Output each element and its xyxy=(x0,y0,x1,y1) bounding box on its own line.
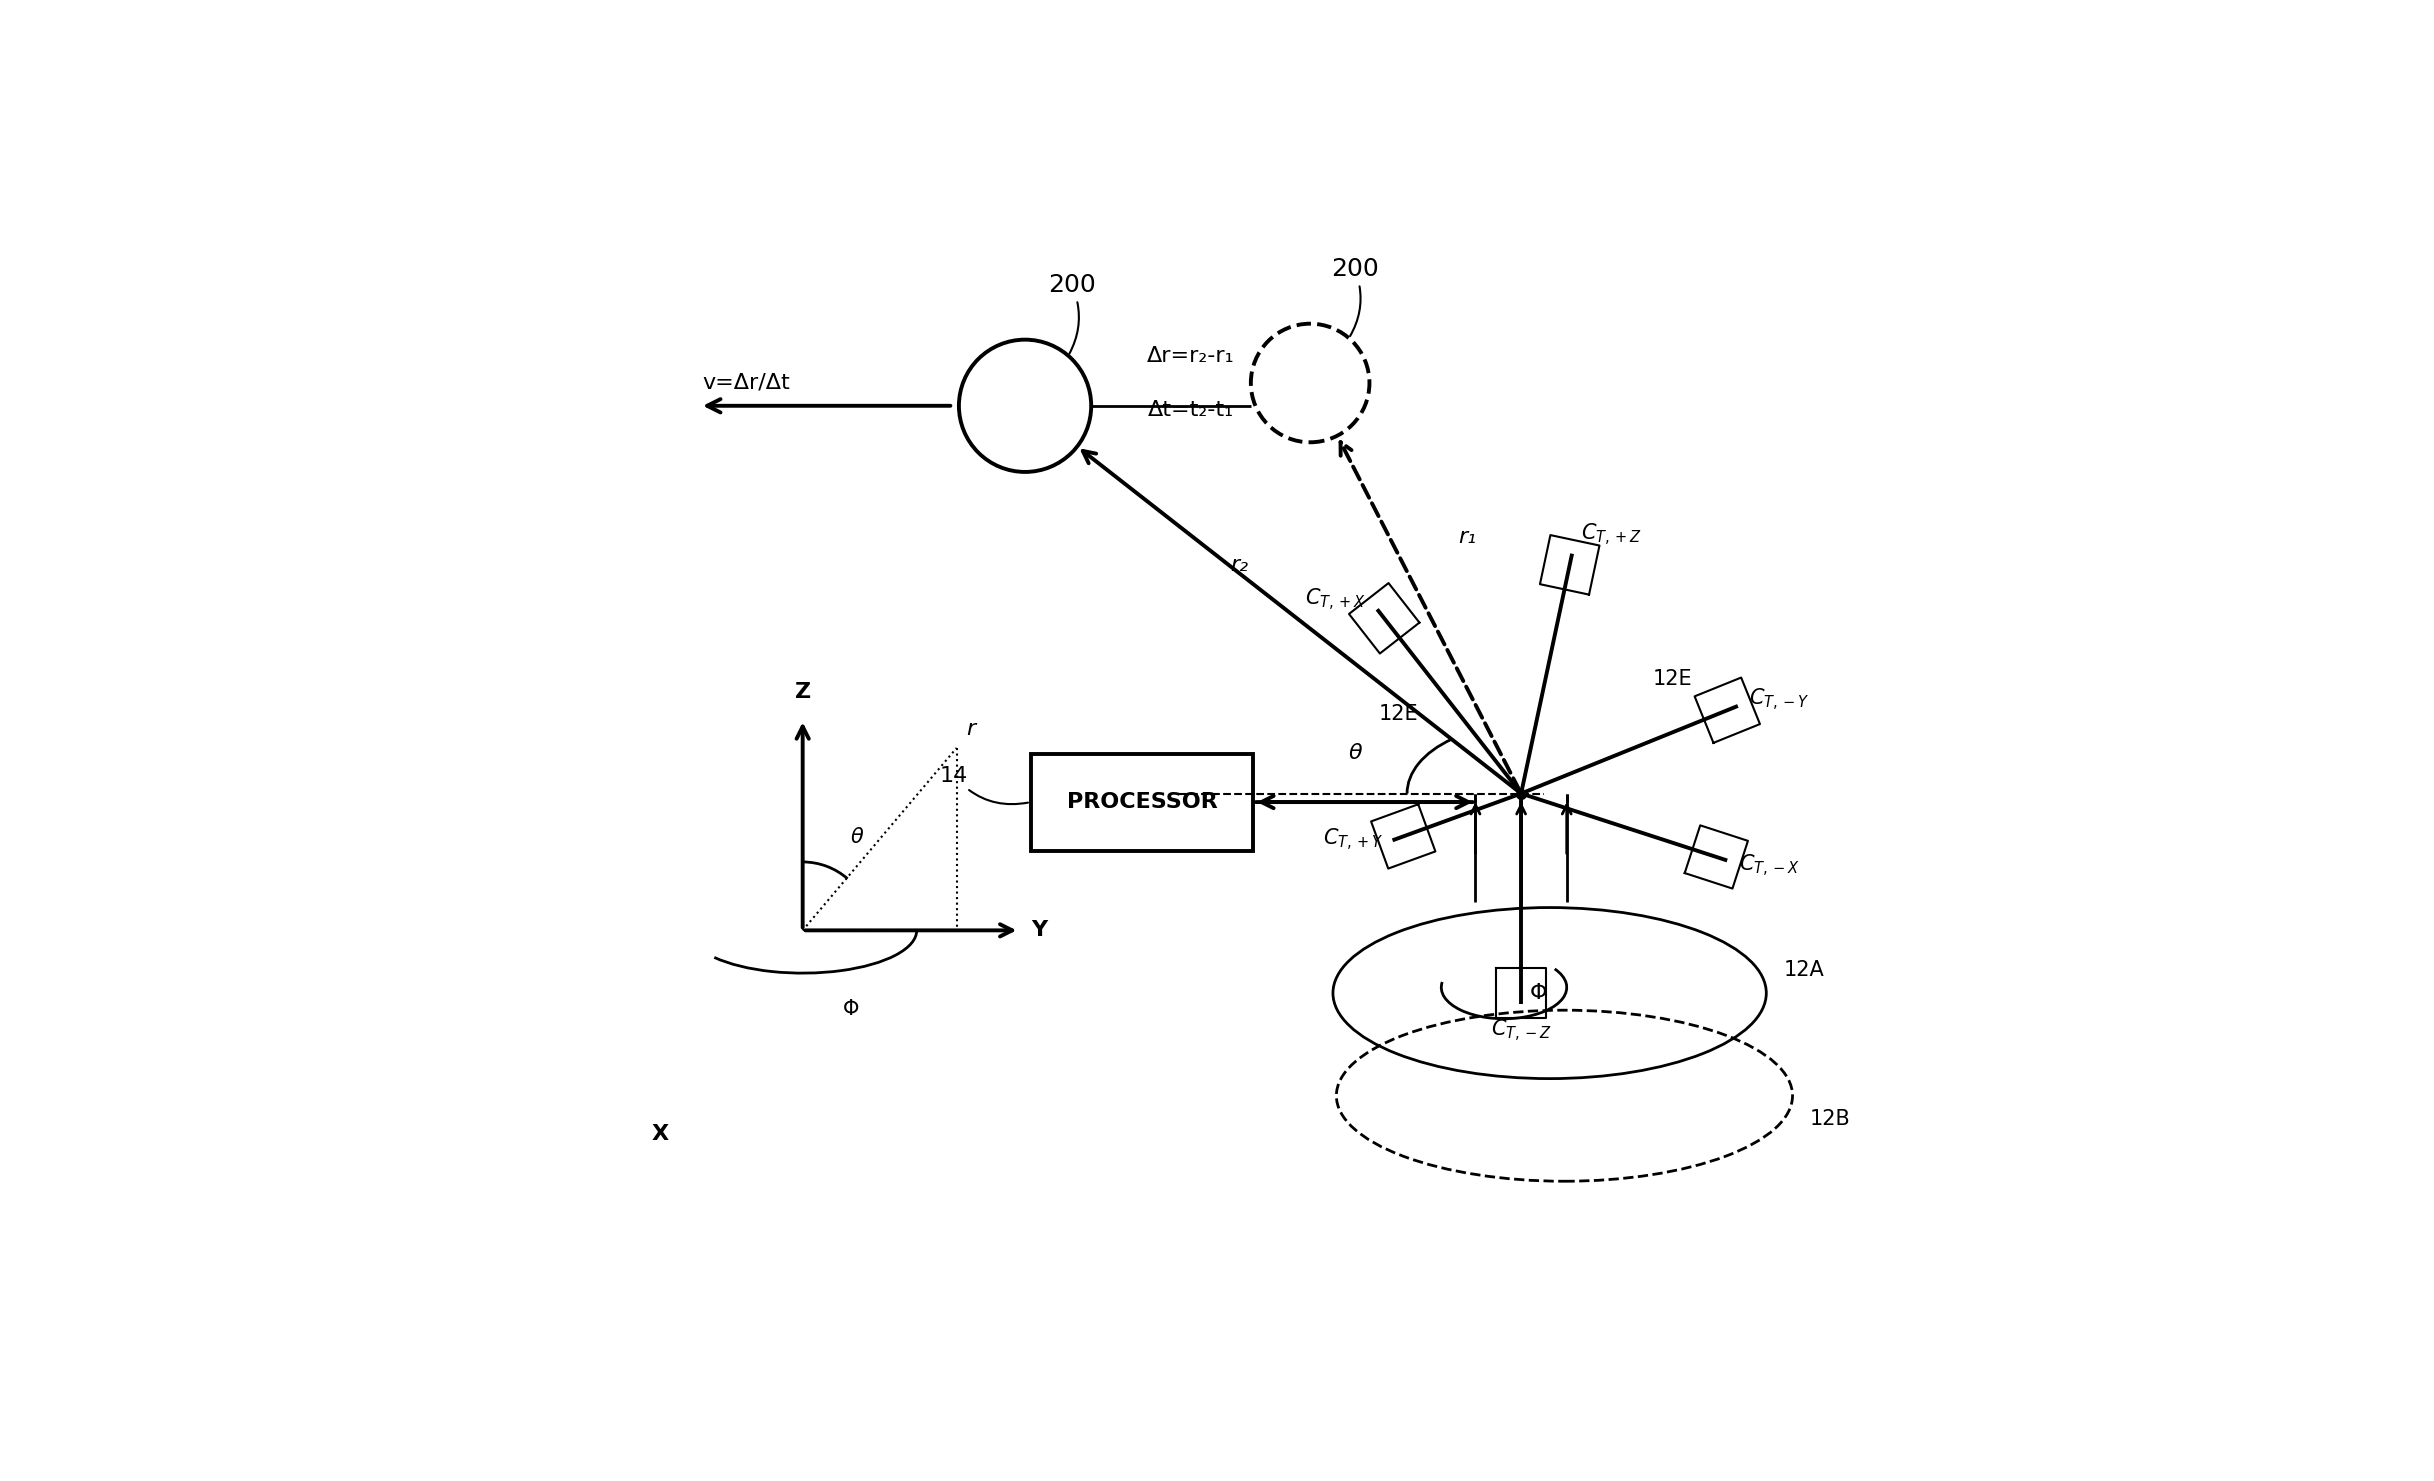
Text: $C_{T,+Z}$: $C_{T,+Z}$ xyxy=(1582,521,1643,548)
Text: r₂: r₂ xyxy=(1229,555,1249,575)
Text: 12E: 12E xyxy=(1653,669,1692,690)
Text: θ: θ xyxy=(1348,743,1363,763)
Text: X: X xyxy=(652,1124,669,1145)
Text: v=Δr/Δt: v=Δr/Δt xyxy=(703,372,791,392)
Text: Z: Z xyxy=(793,683,811,702)
Text: 200: 200 xyxy=(1331,256,1378,336)
Text: Φ: Φ xyxy=(842,998,859,1019)
Text: Y: Y xyxy=(1030,920,1047,940)
Text: 12A: 12A xyxy=(1784,960,1823,980)
Text: 12B: 12B xyxy=(1808,1108,1850,1129)
Text: Δt=t₂-t₁: Δt=t₂-t₁ xyxy=(1146,400,1234,421)
Text: 12E: 12E xyxy=(1378,703,1419,724)
Text: $C_{T,-X}$: $C_{T,-X}$ xyxy=(1738,853,1799,880)
Text: r₁: r₁ xyxy=(1458,527,1475,546)
Text: Δr=r₂-r₁: Δr=r₂-r₁ xyxy=(1146,347,1234,366)
Text: $C_{T,-Z}$: $C_{T,-Z}$ xyxy=(1490,1017,1553,1044)
Text: PROCESSOR: PROCESSOR xyxy=(1066,792,1217,812)
Text: r: r xyxy=(966,718,976,739)
Text: θ: θ xyxy=(849,826,864,847)
Text: $C_{T,-Y}$: $C_{T,-Y}$ xyxy=(1750,687,1811,714)
Text: $C_{T,+Y}$: $C_{T,+Y}$ xyxy=(1322,828,1383,853)
Text: $C_{T,+X}$: $C_{T,+X}$ xyxy=(1305,586,1365,613)
Text: 200: 200 xyxy=(1049,273,1095,354)
Text: Φ: Φ xyxy=(1529,983,1548,1003)
Text: 14: 14 xyxy=(940,766,1027,804)
